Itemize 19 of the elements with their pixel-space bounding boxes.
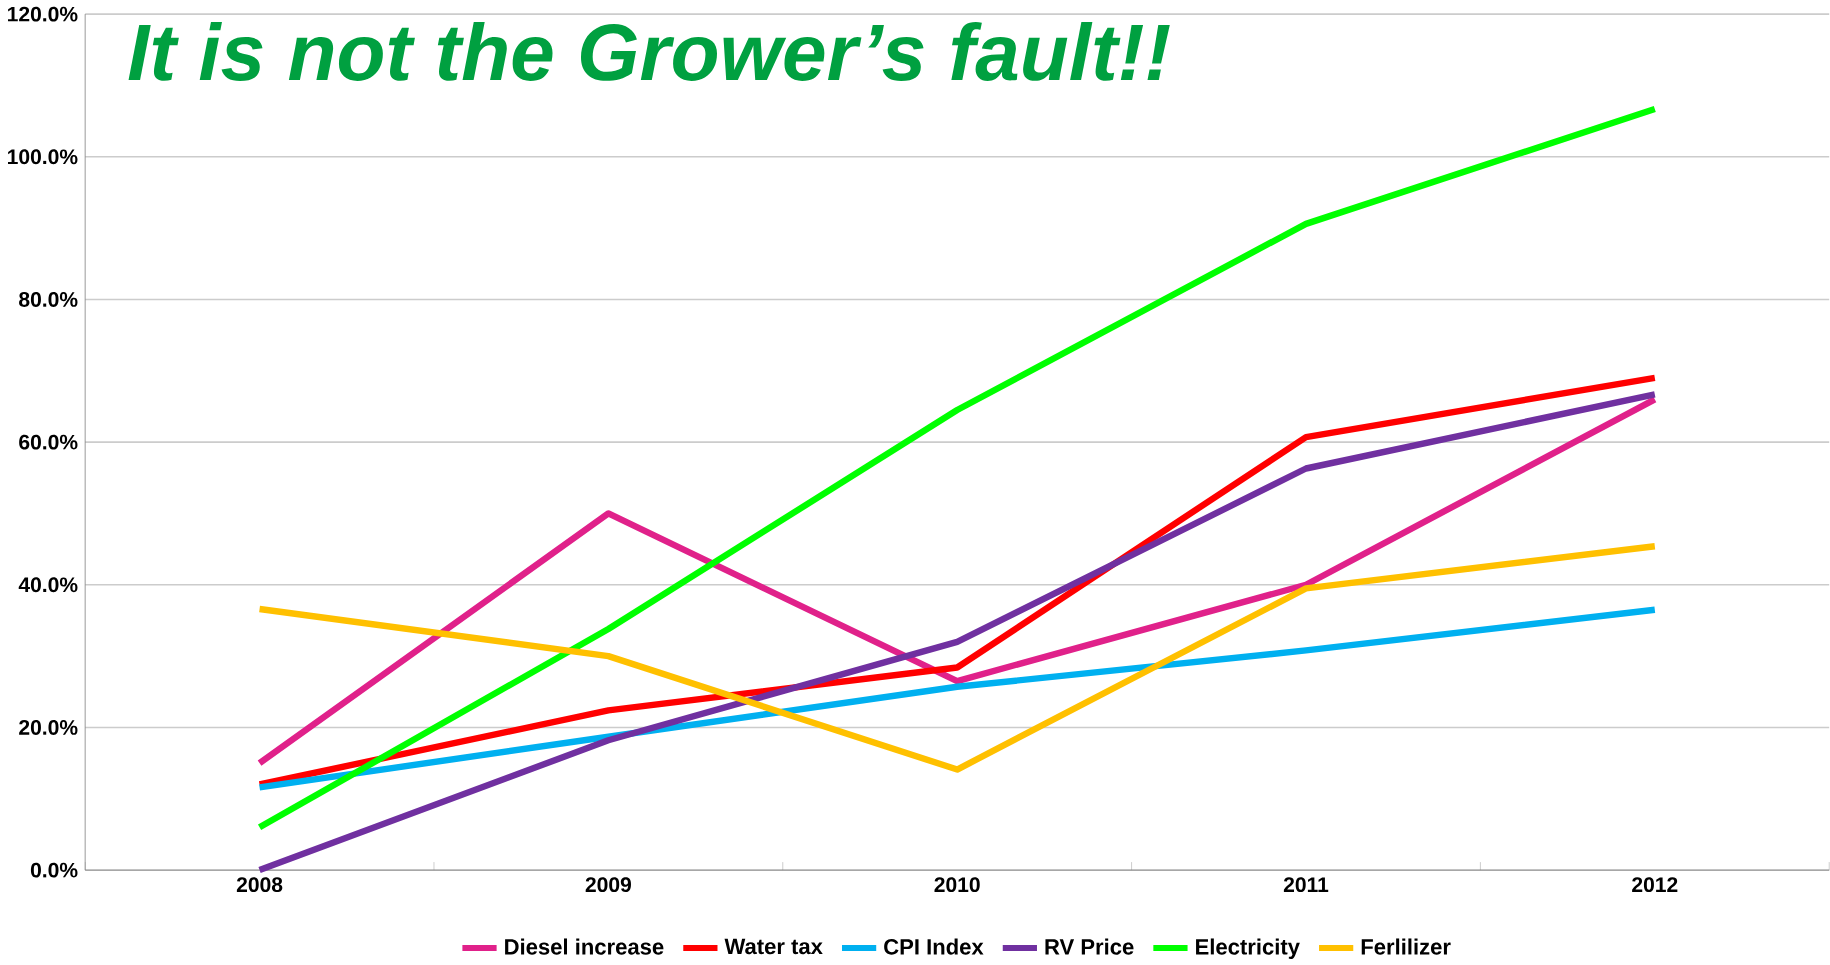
y-tick-label: 20.0% [19,719,78,735]
legend-label: CPI Index [884,938,984,955]
legend-label: Electricity [1196,938,1300,959]
x-tick-label: 2012 [1632,876,1678,892]
chart-title: It is not the Grower’s fault!! [128,21,1170,81]
x-tick-label: 2010 [934,876,980,892]
y-tick-label: 40.0% [18,577,78,593]
y-tick-label: 60.0% [19,434,78,450]
x-tick-label: 2009 [585,876,631,892]
legend-label: Diesel increase [505,938,664,955]
legend-label: Water tax [724,938,823,955]
y-tick-label: 120.0% [8,6,78,22]
legend-label: Ferlilizer [1361,938,1451,955]
y-tick-label: 0.0% [30,862,78,878]
y-tick-label: 100.0% [8,149,78,165]
x-tick-label: 2008 [236,876,283,892]
y-tick-label: 80.0% [19,291,78,307]
legend-label: RV Price [1045,938,1134,955]
x-tick-label: 2011 [1283,876,1329,892]
